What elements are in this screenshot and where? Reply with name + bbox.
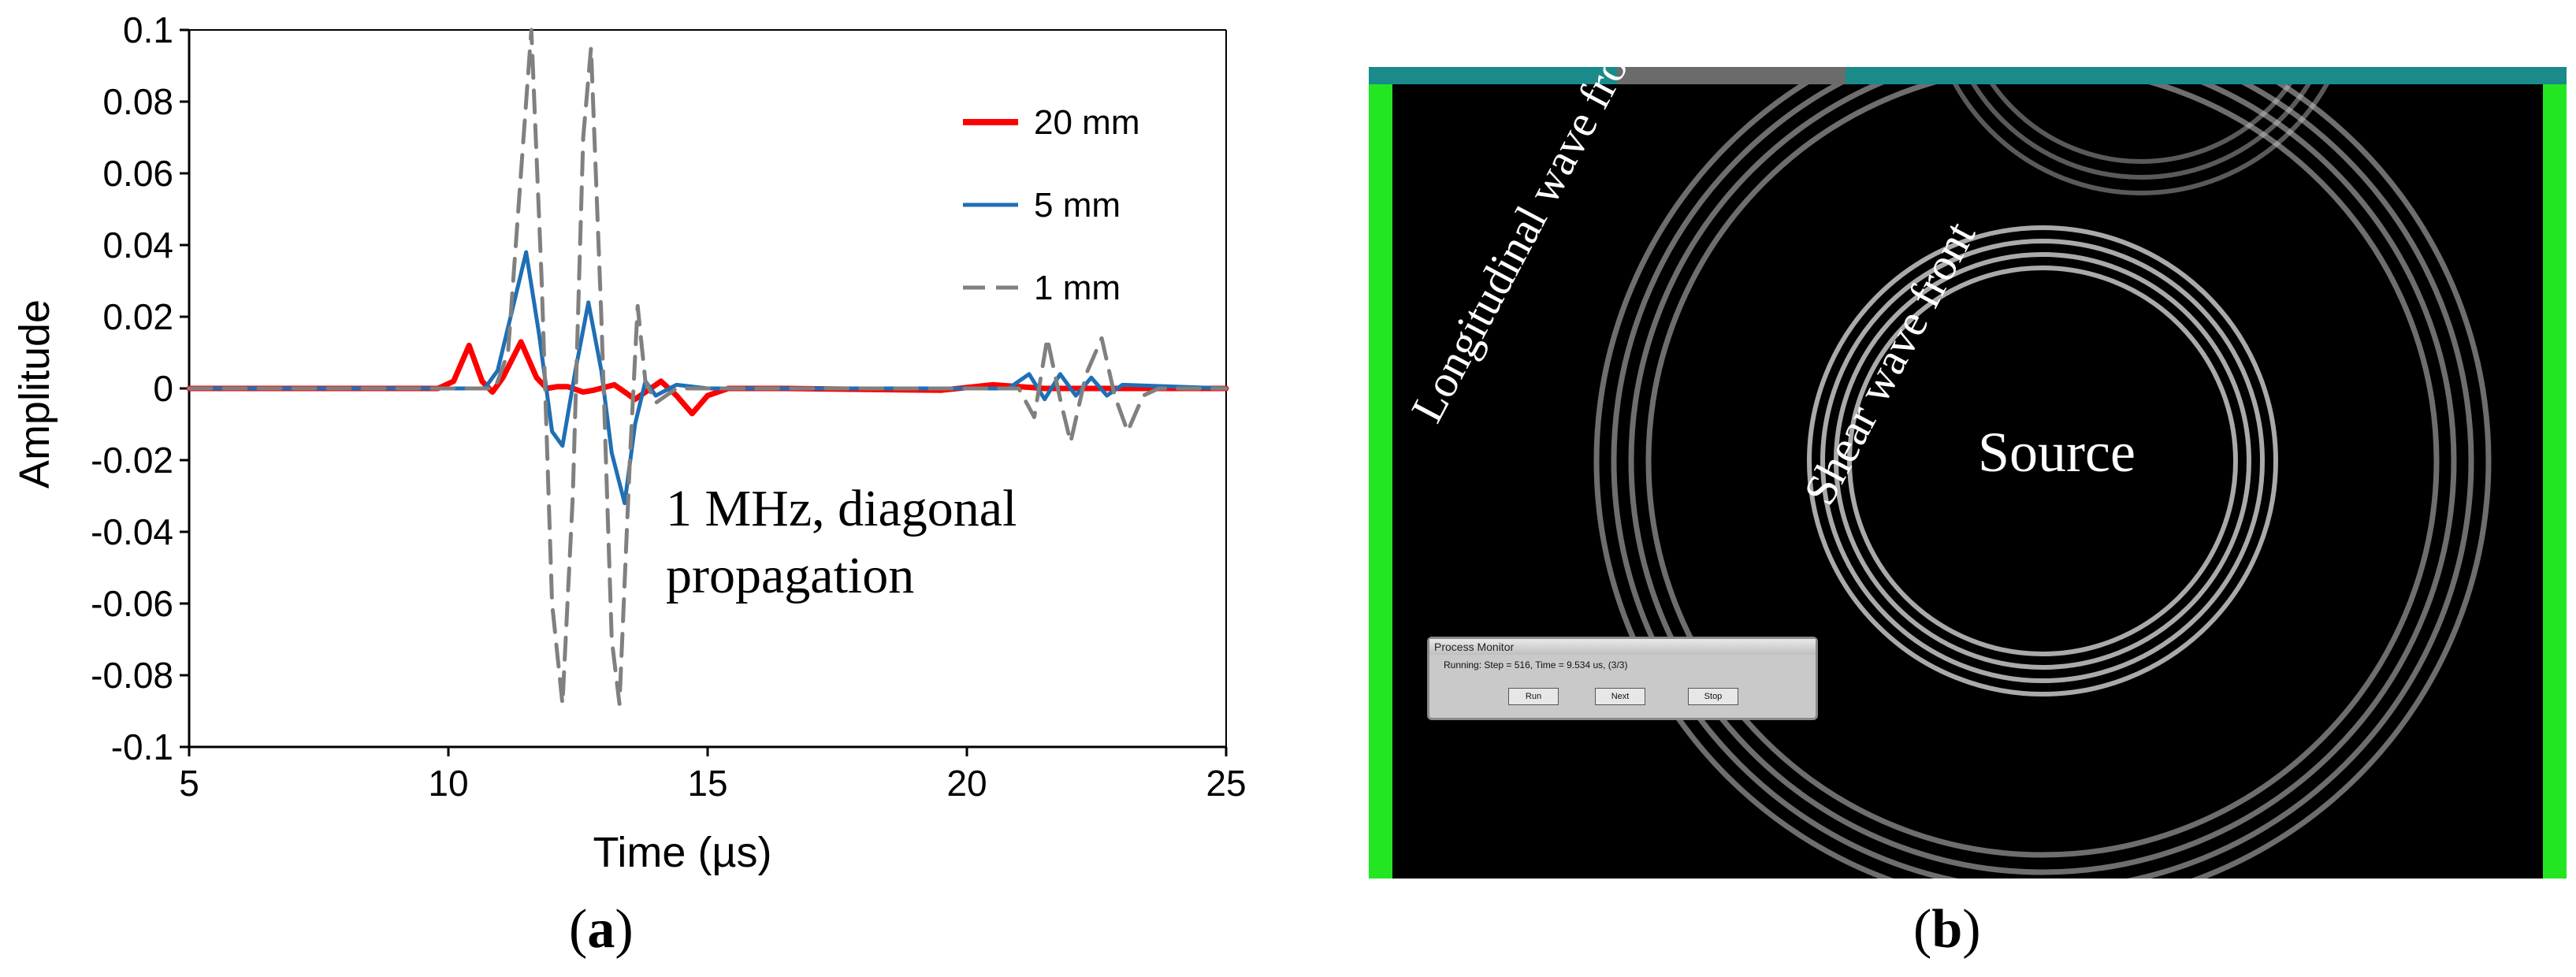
amplitude-chart: 0.1 0.08 0.06 0.04 0.02 0 -0.02 -0.04 -0.06 -0.08… xyxy=(11,9,1247,876)
x-tick-label: 25 xyxy=(1206,763,1246,804)
y-axis-label: Amplitude xyxy=(11,299,58,489)
y-tick-label: 0.06 xyxy=(102,153,173,194)
chart-legend: 20 mm 5 mm 1 mm xyxy=(963,103,1139,307)
process-monitor-window[interactable]: Process Monitor Running: Step = 516, Tim… xyxy=(1427,637,1818,720)
legend-label: 1 mm xyxy=(1034,269,1121,307)
series-line-1-mm xyxy=(187,28,1229,706)
process-monitor-status: Running: Step = 516, Time = 9.534 us, (3… xyxy=(1444,659,1628,671)
chart-series xyxy=(186,28,1229,706)
wave-simulation-panel: Longitudinal wave front Shear wave front… xyxy=(1369,67,2567,879)
y-tick-label: 0.08 xyxy=(102,81,173,122)
y-tick-label: -0.02 xyxy=(91,440,173,481)
legend-label: 20 mm xyxy=(1034,103,1139,142)
top-bar-segment xyxy=(1617,67,1846,84)
process-monitor-title: Process Monitor xyxy=(1429,639,1816,655)
y-tick-label: 0.02 xyxy=(102,296,173,337)
chart-axes: 0.1 0.08 0.06 0.04 0.02 0 -0.02 -0.04 -0.06 -0.08… xyxy=(91,9,1246,804)
y-tick-label: -0.04 xyxy=(91,511,173,552)
left-boundary xyxy=(1369,84,1392,879)
x-tick-label: 5 xyxy=(179,763,199,804)
series-line-5-mm xyxy=(187,250,1229,506)
y-tick-label: 0.1 xyxy=(123,9,173,50)
x-tick-label: 15 xyxy=(687,763,727,804)
caption-b: (b) xyxy=(1913,899,1981,960)
top-bar xyxy=(1369,67,2567,84)
right-boundary xyxy=(2543,84,2567,879)
x-axis-label: Time (µs) xyxy=(593,829,771,876)
source-label: Source xyxy=(1978,421,2136,484)
caption-a: (a) xyxy=(569,899,634,960)
chart-annotation-line-2: propagation xyxy=(666,547,914,604)
wavefront-rings xyxy=(1369,67,2567,879)
next-button[interactable]: Next xyxy=(1595,688,1645,705)
y-tick-label: 0.04 xyxy=(102,225,173,266)
x-tick-label: 20 xyxy=(946,763,987,804)
run-button[interactable]: Run xyxy=(1508,688,1559,705)
x-tick-label: 10 xyxy=(428,763,468,804)
series-line-20-mm xyxy=(186,339,1229,417)
stop-button[interactable]: Stop xyxy=(1688,688,1738,705)
y-tick-label: -0.08 xyxy=(91,655,173,696)
legend-label: 5 mm xyxy=(1034,186,1121,225)
y-tick-label: 0 xyxy=(153,368,173,409)
y-tick-label: -0.1 xyxy=(111,726,173,767)
y-tick-label: -0.06 xyxy=(91,583,173,624)
chart-annotation-line-1: 1 MHz, diagonal xyxy=(666,480,1017,537)
